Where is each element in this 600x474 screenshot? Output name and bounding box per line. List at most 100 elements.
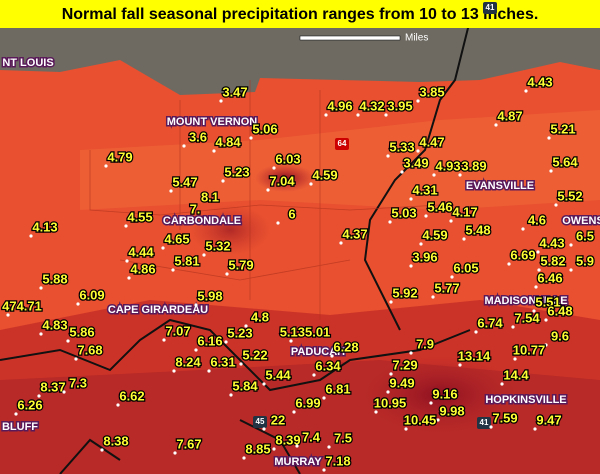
station-dot <box>436 418 440 422</box>
station-dot <box>569 243 573 247</box>
station-dot <box>386 390 390 394</box>
station-dot <box>554 203 558 207</box>
precip-value: 5.9 <box>576 253 594 268</box>
precip-value: 4.43 <box>539 235 564 250</box>
station-dot <box>404 427 408 431</box>
station-dot <box>162 338 166 342</box>
precip-value: 5.23 <box>227 325 252 340</box>
highway-shield <box>253 416 267 428</box>
precip-value: 3.85 <box>419 84 444 99</box>
station-dot <box>194 204 198 208</box>
precip-value: 4.8 <box>251 309 269 324</box>
station-dot <box>388 220 392 224</box>
precip-value: 7.3 <box>69 375 87 390</box>
station-dot <box>409 264 413 268</box>
highway-shield <box>335 138 349 150</box>
station-dot <box>6 313 10 317</box>
precip-value: 5.98 <box>197 288 222 303</box>
station-dot <box>76 302 80 306</box>
station-dot <box>330 354 334 358</box>
city-label: CAPE GIRARDEAU <box>108 304 208 316</box>
station-dot <box>474 330 478 334</box>
station-dot <box>29 234 33 238</box>
station-dot <box>127 276 131 280</box>
station-dot <box>384 113 388 117</box>
station-dot <box>194 348 198 352</box>
station-dot <box>494 123 498 127</box>
station-dot <box>521 227 525 231</box>
station-dot <box>39 332 43 336</box>
precip-value: 3.96 <box>412 249 437 264</box>
highway-number: 45 <box>256 417 265 426</box>
station-dot <box>116 403 120 407</box>
precip-value: 14.4 <box>503 367 529 382</box>
precip-value: 10.77 <box>513 342 546 357</box>
precip-value: 4.86 <box>130 261 155 276</box>
precip-value: 5.21 <box>550 121 575 136</box>
precip-value: 5.92 <box>392 285 417 300</box>
precip-value: 6.16 <box>197 333 222 348</box>
station-dot <box>182 144 186 148</box>
station-dot <box>389 372 393 376</box>
border <box>0 19 471 474</box>
station-dot <box>309 182 313 186</box>
precip-value: 9.47 <box>536 412 561 427</box>
station-dot <box>242 456 246 460</box>
precip-value: 8.39 <box>275 432 300 447</box>
dark-spot <box>360 355 520 435</box>
precip-value: 8.24 <box>175 354 201 369</box>
station-dot <box>339 241 343 245</box>
precip-value: 7.4 <box>302 429 321 444</box>
station-dot <box>507 262 511 266</box>
city-label: EVANSVILLE <box>466 180 534 192</box>
station-dot <box>161 246 165 250</box>
station-dot <box>74 357 78 361</box>
precip-value: 6.5 <box>576 228 594 243</box>
precip-value: 8.38 <box>103 433 128 448</box>
station-dot <box>219 99 223 103</box>
station-dot <box>169 189 173 193</box>
precip-value: 4.59 <box>312 167 337 182</box>
highway-number: 64 <box>338 139 347 148</box>
precip-value: 6.99 <box>295 395 320 410</box>
city-label: MOUNT VERNON <box>167 116 258 128</box>
precip-value: 13.14 <box>458 348 491 363</box>
precip-value: 4.37 <box>342 226 367 241</box>
station-dot <box>458 363 462 367</box>
precip-value: 8.85 <box>245 441 270 456</box>
station-dot <box>212 149 216 153</box>
station-dot <box>322 396 326 400</box>
station-dot <box>276 221 280 225</box>
station-dot <box>524 89 528 93</box>
precip-value: 6.62 <box>119 388 144 403</box>
precip-value: 6.09 <box>79 287 104 302</box>
station-dot <box>416 149 420 153</box>
precip-value: 6.05 <box>453 260 478 275</box>
precip-value: 4.13 <box>32 219 57 234</box>
title-bar <box>0 0 600 28</box>
station-dot <box>224 340 228 344</box>
city-label: BLUFF <box>2 421 38 433</box>
city-label: NT LOUIS <box>2 57 53 69</box>
station-dot <box>536 250 540 254</box>
precip-value: 474.71 <box>2 298 42 313</box>
precip-value: 6.34 <box>315 358 341 373</box>
precip-value: 7.54 <box>514 310 540 325</box>
precip-value: 9.16 <box>432 386 457 401</box>
station-dot <box>356 113 360 117</box>
precip-value: 4.93 <box>435 158 460 173</box>
precip-value: 5.06 <box>252 121 277 136</box>
station-dot <box>229 393 233 397</box>
precip-value: 5.52 <box>557 188 582 203</box>
station-dot <box>450 275 454 279</box>
station-dot <box>249 136 253 140</box>
county-line <box>89 80 441 320</box>
precip-value: 4.79 <box>107 149 132 164</box>
precip-value: 5.47 <box>172 174 197 189</box>
station-dot <box>409 197 413 201</box>
precip-value: 5.81 <box>174 253 199 268</box>
station-dot <box>400 170 404 174</box>
precip-value: 6.03 <box>275 151 300 166</box>
precip-value: 4.6 <box>528 212 546 227</box>
station-dot <box>312 373 316 377</box>
